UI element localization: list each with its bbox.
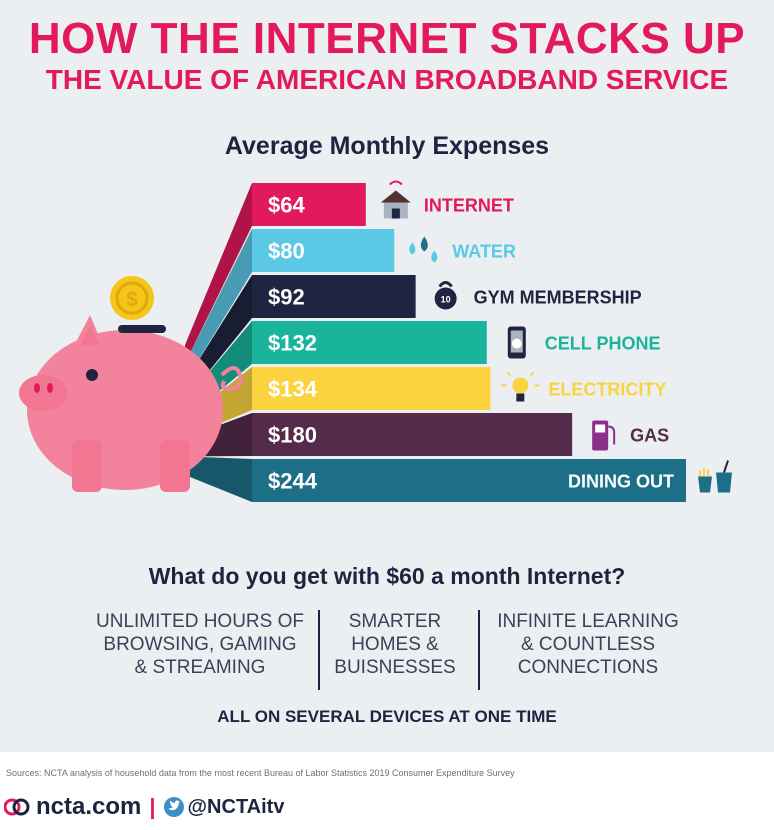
bar-internet xyxy=(252,183,366,226)
bar-value-label: $132 xyxy=(268,331,317,356)
benefit-line: INFINITE LEARNING xyxy=(497,611,679,632)
benefit-smarter-homes: SMARTER HOMES & BUISNESSES xyxy=(330,610,460,679)
bar-water xyxy=(252,229,395,272)
twitter-handle[interactable]: @NCTAitv xyxy=(187,795,285,818)
bar-cell-phone xyxy=(252,321,487,364)
site-link[interactable]: ncta.com xyxy=(36,793,142,820)
coin-icon: $ xyxy=(110,276,154,320)
all-devices-note: ALL ON SEVERAL DEVICES AT ONE TIME xyxy=(217,707,557,726)
bar-category-label: DINING OUT xyxy=(568,472,674,492)
benefit-line: BUISNESSES xyxy=(334,657,456,678)
ncta-logo-icon xyxy=(3,797,30,817)
bar-ribbon xyxy=(185,183,252,364)
bar-category-label: WATER xyxy=(452,242,516,262)
sources-note: Sources: NCTA analysis of household data… xyxy=(6,768,515,778)
bar-value-label: $92 xyxy=(268,285,305,310)
question-heading: What do you get with $60 a month Interne… xyxy=(148,563,626,589)
bar-ribbon xyxy=(185,456,252,502)
bar-electricity xyxy=(252,367,491,410)
house-wifi-icon xyxy=(380,180,411,219)
benefit-line: BROWSING, GAMING xyxy=(103,634,297,655)
twitter-icon xyxy=(163,797,184,817)
kettlebell-icon: 10 xyxy=(434,281,457,310)
bar-category-label: CELL PHONE xyxy=(545,334,661,354)
bar-value-label: $64 xyxy=(268,193,305,218)
bar-category-label: ELECTRICITY xyxy=(548,380,666,400)
benefit-line: & COUNTLESS xyxy=(520,634,656,655)
benefits-list: UNLIMITED HOURS OF BROWSING, GAMING & ST… xyxy=(90,610,690,690)
bar-category-label: GYM MEMBERSHIP xyxy=(474,288,642,308)
bar-category-label: INTERNET xyxy=(424,196,514,216)
bar-value-label: $134 xyxy=(268,377,318,402)
benefit-line: UNLIMITED HOURS OF xyxy=(96,611,304,632)
brand-bar: ncta.com | @NCTAitv xyxy=(3,792,285,822)
brand-separator: | xyxy=(149,794,156,819)
benefit-learning: INFINITE LEARNING & COUNTLESS CONNECTION… xyxy=(488,610,688,679)
divider xyxy=(478,610,480,690)
expenses-bar-chart: $ $64 INTERNET $80 WATER $92 GYM MEMBERSHIP $1… xyxy=(19,180,732,502)
svg-text:10: 10 xyxy=(441,295,451,305)
chart-title: Average Monthly Expenses xyxy=(224,132,550,160)
bar-value-label: $80 xyxy=(268,239,305,264)
ribbon-group xyxy=(185,183,252,502)
gas-pump-icon xyxy=(592,420,616,451)
benefit-line: SMARTER xyxy=(348,611,442,632)
fries-drink-icon xyxy=(698,460,732,493)
water-drops-icon xyxy=(409,236,438,263)
divider xyxy=(318,610,320,690)
benefit-browsing: UNLIMITED HOURS OF BROWSING, GAMING & ST… xyxy=(90,610,310,679)
bar-group: $64 INTERNET $80 WATER $92 GYM MEMBERSHIP $132… xyxy=(252,183,686,502)
benefit-line: & STREAMING xyxy=(134,657,266,678)
footer: Sources: NCTA analysis of household data… xyxy=(0,752,774,830)
bar-gas xyxy=(252,413,573,456)
cell-phone-icon xyxy=(507,326,526,359)
bar-dining-out xyxy=(252,459,686,502)
benefit-line: CONNECTIONS xyxy=(517,657,659,678)
bar-value-label: $180 xyxy=(268,423,317,448)
icon-group: 10 xyxy=(380,180,732,493)
bar-value-label: $244 xyxy=(268,469,318,494)
svg-text:$: $ xyxy=(126,289,137,311)
piggy-bank-icon xyxy=(19,315,243,492)
main-subtitle: THE VALUE OF AMERICAN BROADBAND SERVICE xyxy=(45,64,729,95)
lightbulb-icon xyxy=(501,371,540,402)
bar-category-label: GAS xyxy=(630,426,669,446)
bar-ribbon xyxy=(185,229,252,383)
main-title: HOW THE INTERNET STACKS UP xyxy=(28,14,746,63)
benefit-line: HOMES & xyxy=(351,634,439,655)
bar-gym-membership xyxy=(252,275,416,318)
